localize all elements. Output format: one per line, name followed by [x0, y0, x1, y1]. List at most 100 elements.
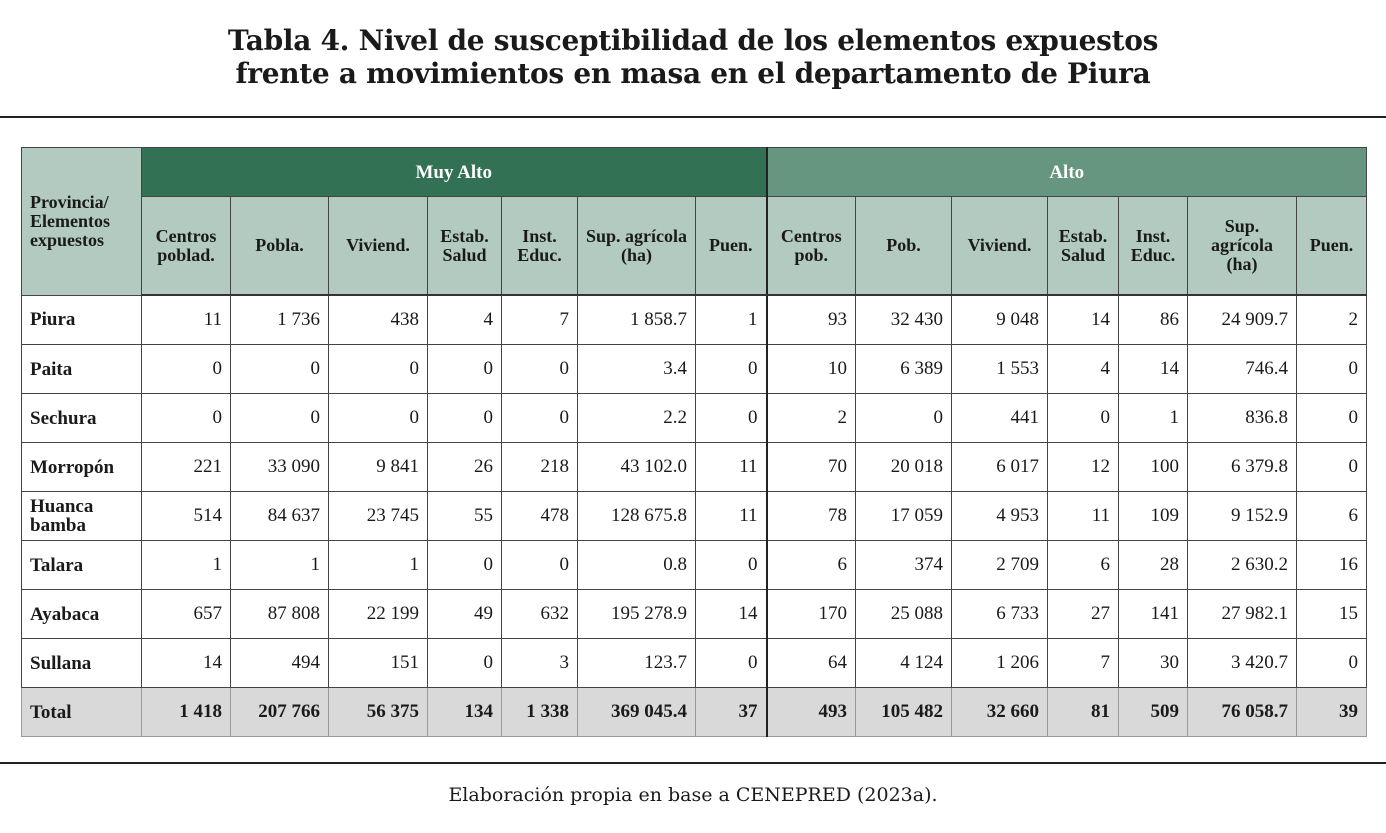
- table-row: Sullana 14 494 151 0 3 123.7 0 64 4 124 1 206 7 30 3 …: [21, 638, 1367, 688]
- table-cell: 20 018: [855, 442, 952, 492]
- table-cell: 0: [141, 344, 231, 394]
- table-cell: 1 418: [141, 687, 231, 737]
- table-cell: 84 637: [230, 491, 329, 541]
- table-cell: 1: [328, 540, 428, 590]
- table-row: Paita 0 0 0 0 0 3.4 0 10 6 389 1 553 4 14 746.4 0: [21, 344, 1367, 394]
- table-cell: 9 152.9: [1187, 491, 1297, 541]
- table-cell: 221: [141, 442, 231, 492]
- table-cell: 64: [766, 638, 856, 688]
- table-cell: 0: [230, 393, 329, 443]
- table-cell: 87 808: [230, 589, 329, 639]
- province-name: Piura: [21, 294, 142, 345]
- table-cell: 37: [695, 687, 768, 737]
- table-row: Morropón 221 33 090 9 841 26 218 43 102.0 11 70 2…: [21, 442, 1367, 492]
- province-name: Huanca bamba: [21, 491, 142, 541]
- table-cell: 0: [501, 393, 578, 443]
- table-cell: 10: [766, 344, 856, 394]
- total-row: Total 1 418 207 766 56 375 134 1 338 369 045.4…: [21, 687, 1367, 737]
- table-cell: 17 059: [855, 491, 952, 541]
- province-name: Total: [21, 687, 142, 737]
- table-cell: 32 430: [855, 294, 952, 345]
- province-name: Sechura: [21, 393, 142, 443]
- table-cell: 2.2: [577, 393, 696, 443]
- table-cell: 9 841: [328, 442, 428, 492]
- column-header-alto: Viviend.: [951, 196, 1048, 296]
- table-cell: 195 278.9: [577, 589, 696, 639]
- table-cell: 105 482: [855, 687, 952, 737]
- table-cell: 4 124: [855, 638, 952, 688]
- column-header-muy-alto: Puen.: [695, 196, 768, 296]
- table-cell: 0: [1047, 393, 1119, 443]
- column-header-muy-alto: Inst. Educ.: [501, 196, 578, 296]
- table-cell: 7: [1047, 638, 1119, 688]
- table-cell: 441: [951, 393, 1048, 443]
- province-name: Sullana: [21, 638, 142, 688]
- table-cell: 0: [427, 540, 502, 590]
- column-header-muy-alto: Viviend.: [328, 196, 428, 296]
- table-cell: 374: [855, 540, 952, 590]
- table-cell: 70: [766, 442, 856, 492]
- table-cell: 6 389: [855, 344, 952, 394]
- table-row: Sechura 0 0 0 0 0 2.2 0 2 0 441 0 1 836.8 0: [21, 393, 1367, 443]
- table-cell: 2: [1296, 294, 1367, 345]
- table-cell: 6: [766, 540, 856, 590]
- table-cell: 30: [1118, 638, 1188, 688]
- table-cell: 493: [766, 687, 856, 737]
- table-cell: 0.8: [577, 540, 696, 590]
- province-name: Ayabaca: [21, 589, 142, 639]
- table-cell: 14: [1047, 294, 1119, 345]
- column-header-alto: Inst. Educ.: [1118, 196, 1188, 296]
- table-cell: 151: [328, 638, 428, 688]
- table-cell: 369 045.4: [577, 687, 696, 737]
- table-cell: 11: [141, 294, 231, 345]
- table-cell: 9 048: [951, 294, 1048, 345]
- column-header-muy-alto: Estab. Salud: [427, 196, 502, 296]
- province-name: Talara: [21, 540, 142, 590]
- table-row: Talara 1 1 1 0 0 0.8 0 6 374 2 709 6 28 2 630.2 16: [21, 540, 1367, 590]
- table-cell: 0: [427, 344, 502, 394]
- column-header-alto: Estab. Salud: [1047, 196, 1119, 296]
- group-header-muy-alto: Muy Alto: [141, 147, 768, 197]
- table-cell: 6 379.8: [1187, 442, 1297, 492]
- table-cell: 23 745: [328, 491, 428, 541]
- table-cell: 2: [766, 393, 856, 443]
- table-cell: 218: [501, 442, 578, 492]
- table-cell: 100: [1118, 442, 1188, 492]
- table-cell: 3 420.7: [1187, 638, 1297, 688]
- table-cell: 11: [695, 491, 768, 541]
- table-cell: 1: [695, 294, 768, 345]
- table-cell: 3: [501, 638, 578, 688]
- table-cell: 514: [141, 491, 231, 541]
- province-name: Paita: [21, 344, 142, 394]
- table-cell: 509: [1118, 687, 1188, 737]
- table-cell: 746.4: [1187, 344, 1297, 394]
- table-cell: 0: [141, 393, 231, 443]
- table-cell: 0: [855, 393, 952, 443]
- table-cell: 22 199: [328, 589, 428, 639]
- table-cell: 0: [1296, 344, 1367, 394]
- table-cell: 0: [1296, 638, 1367, 688]
- table-cell: 26: [427, 442, 502, 492]
- column-header-alto: Pob.: [855, 196, 952, 296]
- table-cell: 4: [427, 294, 502, 345]
- table-cell: 27 982.1: [1187, 589, 1297, 639]
- top-divider: [0, 116, 1386, 118]
- table-cell: 81: [1047, 687, 1119, 737]
- table-cell: 494: [230, 638, 329, 688]
- title-line-1: Tabla 4. Nivel de susceptibilidad de los…: [227, 24, 1159, 57]
- table-cell: 478: [501, 491, 578, 541]
- table-cell: 438: [328, 294, 428, 345]
- table-cell: 55: [427, 491, 502, 541]
- table-cell: 0: [328, 344, 428, 394]
- source-note: Elaboración propia en base a CENEPRED (2…: [448, 784, 938, 806]
- table-cell: 6 017: [951, 442, 1048, 492]
- corner-header: Provincia/ Elementos expuestos: [21, 147, 142, 296]
- table-cell: 56 375: [328, 687, 428, 737]
- table-cell: 76 058.7: [1187, 687, 1297, 737]
- table-cell: 0: [501, 540, 578, 590]
- table-cell: 0: [501, 344, 578, 394]
- table-cell: 0: [1296, 393, 1367, 443]
- table-cell: 207 766: [230, 687, 329, 737]
- table-cell: 141: [1118, 589, 1188, 639]
- table-row: Piura 11 1 736 438 4 7 1 858.7 1 93 32 430 9 048 14…: [21, 294, 1367, 345]
